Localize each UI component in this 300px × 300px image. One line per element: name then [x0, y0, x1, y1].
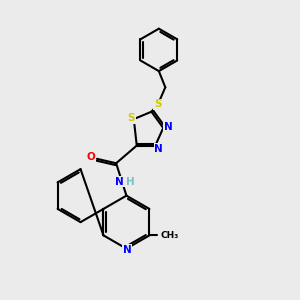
Text: H: H: [126, 177, 135, 187]
Text: S: S: [128, 113, 135, 124]
Text: N: N: [115, 177, 124, 187]
Text: O: O: [87, 152, 95, 162]
Text: N: N: [123, 245, 131, 255]
Text: CH₃: CH₃: [160, 231, 178, 240]
Text: N: N: [154, 143, 163, 154]
Text: S: S: [154, 99, 162, 110]
Text: N: N: [164, 122, 173, 132]
